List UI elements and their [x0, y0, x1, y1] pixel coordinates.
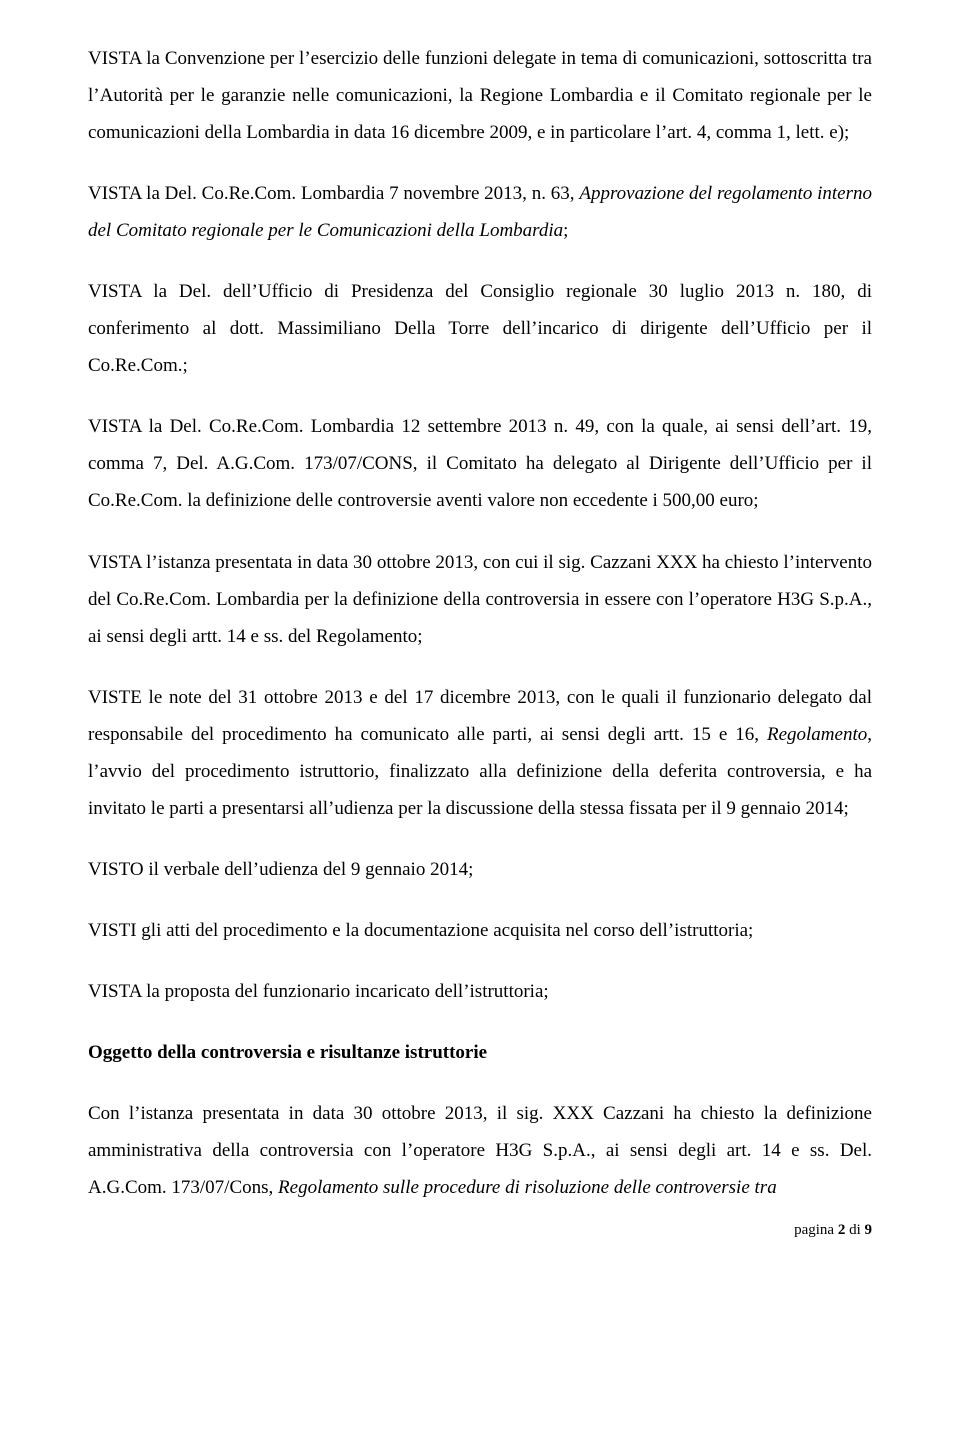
paragraph-vista-convenzione: VISTA la Convenzione per l’esercizio del… [88, 40, 872, 151]
paragraph-visti-atti: VISTI gli atti del procedimento e la doc… [88, 912, 872, 949]
footer-page-total: 9 [865, 1222, 873, 1238]
paragraph-vista-proposta: VISTA la proposta del funzionario incari… [88, 973, 872, 1010]
page-footer: pagina 2 di 9 [88, 1216, 872, 1245]
text: ; [563, 220, 568, 241]
heading-text: Oggetto della controversia e risultanze … [88, 1042, 487, 1063]
text: VISTA la Del. Co.Re.Com. Lombardia 12 se… [88, 416, 872, 511]
section-heading-oggetto: Oggetto della controversia e risultanze … [88, 1034, 872, 1071]
paragraph-vista-del-63: VISTA la Del. Co.Re.Com. Lombardia 7 nov… [88, 175, 872, 249]
footer-label: pagina [794, 1222, 838, 1238]
text-italic: Regolamento [767, 724, 867, 745]
paragraph-vista-istanza: VISTA l’istanza presentata in data 30 ot… [88, 544, 872, 655]
text: VISTI gli atti del procedimento e la doc… [88, 920, 753, 941]
text: VISTA la Del. dell’Ufficio di Presidenza… [88, 281, 872, 376]
text: VISTA la Convenzione per l’esercizio del… [88, 48, 872, 143]
paragraph-con-istanza: Con l’istanza presentata in data 30 otto… [88, 1095, 872, 1206]
footer-sep: di [845, 1222, 864, 1238]
document-page: VISTA la Convenzione per l’esercizio del… [0, 0, 960, 1429]
text: VISTA la Del. Co.Re.Com. Lombardia 7 nov… [88, 183, 579, 204]
text: VISTA la proposta del funzionario incari… [88, 981, 549, 1002]
text: VISTE le note del 31 ottobre 2013 e del … [88, 687, 872, 745]
text: VISTA l’istanza presentata in data 30 ot… [88, 552, 872, 647]
paragraph-viste-note: VISTE le note del 31 ottobre 2013 e del … [88, 679, 872, 827]
text: VISTO il verbale dell’udienza del 9 genn… [88, 859, 473, 880]
paragraph-vista-del-49: VISTA la Del. Co.Re.Com. Lombardia 12 se… [88, 408, 872, 519]
paragraph-vista-del-180: VISTA la Del. dell’Ufficio di Presidenza… [88, 273, 872, 384]
text-italic: Regolamento sulle procedure di risoluzio… [278, 1177, 777, 1198]
paragraph-visto-verbale: VISTO il verbale dell’udienza del 9 genn… [88, 851, 872, 888]
